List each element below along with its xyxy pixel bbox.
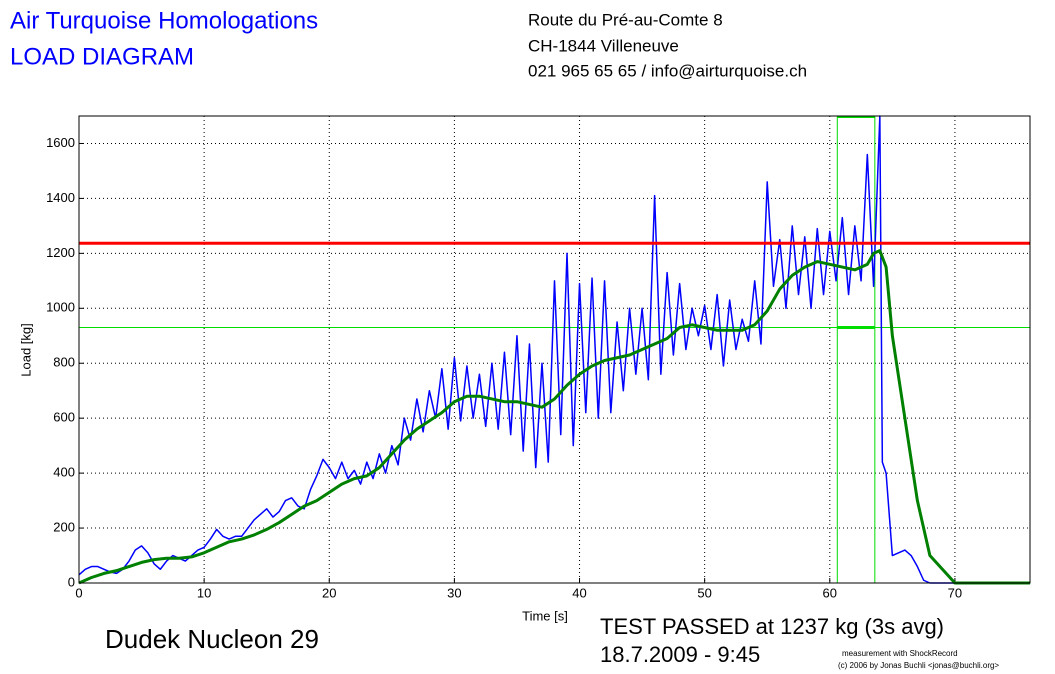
- credit: (c) 2006 by Jonas Buchli <jonas@buchli.o…: [838, 661, 999, 670]
- y-tick-label: 1600: [46, 135, 75, 150]
- glider-name: Dudek Nucleon 29: [105, 624, 319, 654]
- title: Air Turquoise Homologations: [10, 7, 318, 34]
- address-line: 021 965 65 65 / info@airturquoise.ch: [528, 61, 807, 80]
- y-axis-label: Load [kg]: [18, 323, 33, 377]
- plot-area: [79, 116, 1030, 583]
- x-tick-label: 50: [697, 585, 711, 600]
- y-tick-label: 400: [53, 465, 75, 480]
- x-tick-label: 10: [197, 585, 211, 600]
- y-tick-label: 200: [53, 519, 75, 534]
- credit: measurement with ShockRecord: [842, 649, 958, 658]
- x-axis-label: Time [s]: [522, 608, 568, 623]
- x-tick-label: 60: [823, 585, 837, 600]
- x-tick-label: 20: [322, 585, 336, 600]
- y-tick-label: 0: [68, 574, 75, 589]
- x-tick-label: 0: [75, 585, 82, 600]
- subtitle: LOAD DIAGRAM: [10, 43, 194, 70]
- address-line: Route du Pré-au-Comte 8: [528, 10, 723, 29]
- data-line: [78, 115, 1030, 584]
- test-result: TEST PASSED at 1237 kg (3s avg): [600, 614, 944, 639]
- test-date: 18.7.2009 - 9:45: [600, 642, 760, 667]
- x-tick-label: 70: [948, 585, 962, 600]
- y-tick-label: 800: [53, 355, 75, 370]
- plot-frame: [78, 115, 1031, 584]
- y-tick-label: 1200: [46, 245, 75, 260]
- y-tick-label: 1400: [46, 190, 75, 205]
- x-tick-label: 40: [572, 585, 586, 600]
- address-line: CH-1844 Villeneuve: [528, 36, 679, 55]
- x-tick-label: 30: [447, 585, 461, 600]
- data-line: [78, 249, 1030, 585]
- y-tick-label: 1000: [46, 300, 75, 315]
- y-tick-label: 600: [53, 410, 75, 425]
